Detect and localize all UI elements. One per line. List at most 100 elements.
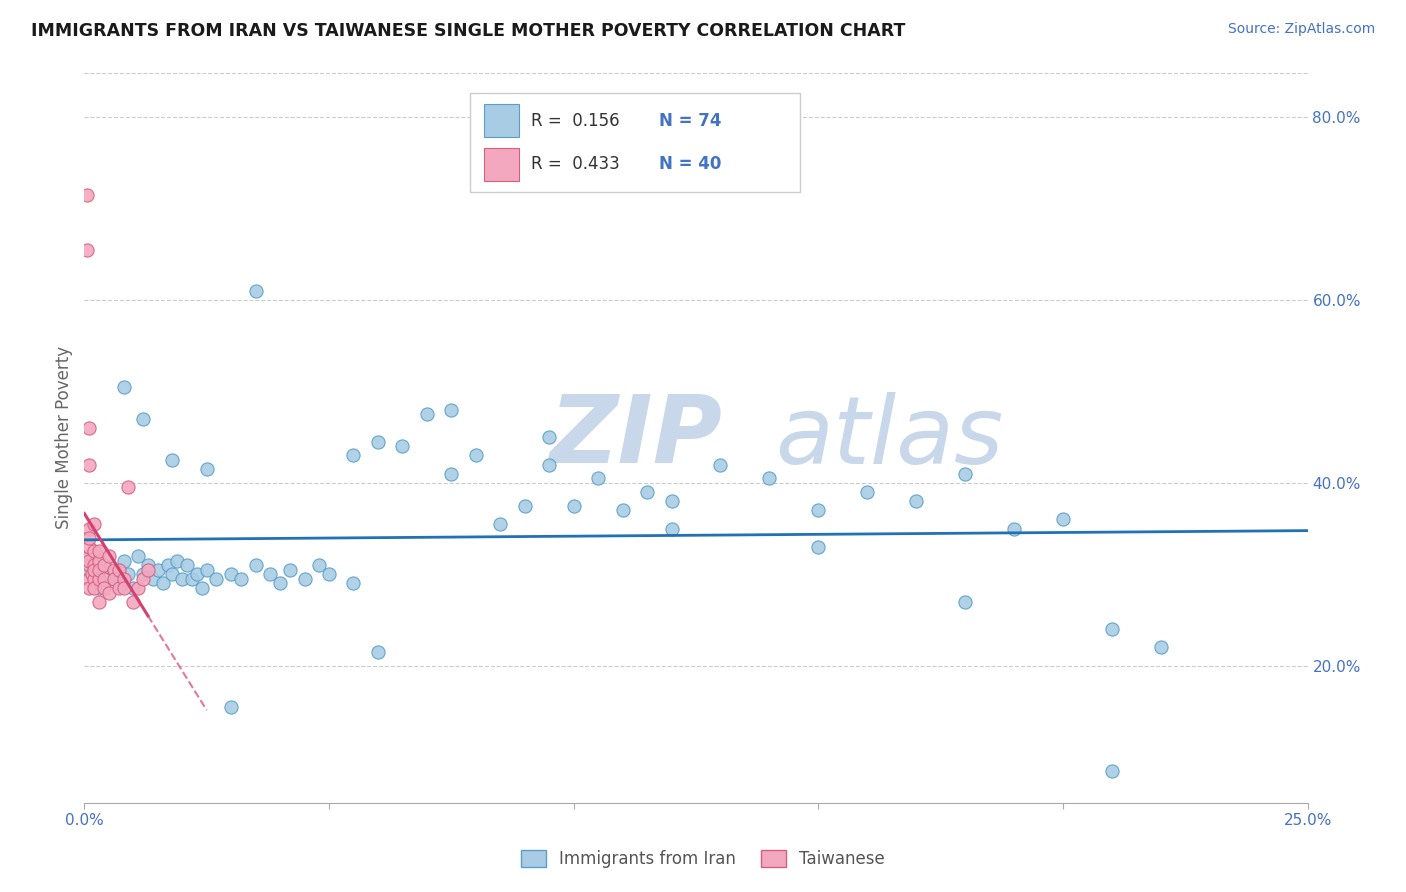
Point <box>538 430 561 444</box>
Text: Source: ZipAtlas.com: Source: ZipAtlas.com <box>1227 22 1375 37</box>
Point <box>142 572 165 586</box>
Point <box>181 572 204 586</box>
Point <box>127 549 149 563</box>
Point <box>103 572 125 586</box>
Point <box>269 576 291 591</box>
Point <box>191 581 214 595</box>
Point <box>219 699 242 714</box>
Point <box>103 567 125 582</box>
Point <box>1101 764 1123 778</box>
Point <box>195 462 218 476</box>
Point <box>245 558 267 573</box>
Point <box>219 567 242 582</box>
Point <box>856 485 879 500</box>
Point <box>132 412 155 426</box>
Point <box>132 567 155 582</box>
Text: N = 74: N = 74 <box>659 112 721 130</box>
Point <box>905 494 928 508</box>
Point <box>117 567 139 582</box>
Point <box>77 563 100 577</box>
Point <box>661 494 683 508</box>
Point <box>172 572 194 586</box>
Point <box>489 516 512 531</box>
Point <box>97 549 120 563</box>
Point <box>758 471 780 485</box>
Point <box>538 458 561 472</box>
Point <box>367 645 389 659</box>
Bar <box>484 104 519 137</box>
Point <box>93 558 115 573</box>
Point <box>122 594 145 608</box>
Text: atlas: atlas <box>776 392 1004 483</box>
Point <box>132 572 155 586</box>
Point <box>127 581 149 595</box>
Point <box>77 549 100 563</box>
Point <box>103 563 125 577</box>
Point <box>166 553 188 567</box>
Point <box>953 594 976 608</box>
Point <box>709 458 731 472</box>
Point <box>83 572 105 586</box>
Text: R =  0.156: R = 0.156 <box>531 112 620 130</box>
Point <box>342 576 364 591</box>
Point <box>107 576 129 591</box>
Point <box>1101 622 1123 636</box>
Point <box>83 516 105 531</box>
Point <box>294 572 316 586</box>
Point <box>97 585 120 599</box>
Point <box>83 558 105 573</box>
Point <box>176 558 198 573</box>
Point <box>612 503 634 517</box>
Text: R =  0.433: R = 0.433 <box>531 155 620 173</box>
Point <box>87 544 110 558</box>
Point <box>205 572 228 586</box>
Point <box>367 434 389 449</box>
Point <box>136 558 159 573</box>
Point <box>87 553 110 567</box>
Point <box>77 553 100 567</box>
Point <box>636 485 658 500</box>
Point <box>156 558 179 573</box>
Point <box>586 471 609 485</box>
Point <box>77 572 100 586</box>
Point <box>107 581 129 595</box>
Point <box>77 558 100 573</box>
Point <box>107 563 129 577</box>
Point <box>953 467 976 481</box>
Point <box>162 453 184 467</box>
FancyBboxPatch shape <box>470 94 800 192</box>
Point <box>76 243 98 257</box>
Point <box>308 558 330 573</box>
Point <box>245 284 267 298</box>
Point <box>77 540 100 554</box>
Point <box>391 439 413 453</box>
Point <box>146 563 169 577</box>
Point <box>77 458 100 472</box>
Point <box>122 581 145 595</box>
Point <box>93 581 115 595</box>
Point <box>112 553 135 567</box>
Bar <box>484 148 519 181</box>
Point <box>112 380 135 394</box>
Point <box>77 421 100 435</box>
Point <box>186 567 208 582</box>
Point <box>87 563 110 577</box>
Point <box>807 503 830 517</box>
Point <box>259 567 281 582</box>
Text: ZIP: ZIP <box>550 391 723 483</box>
Point <box>342 449 364 463</box>
Point <box>93 558 115 573</box>
Point <box>77 531 100 545</box>
Point <box>152 576 174 591</box>
Point <box>1150 640 1173 655</box>
Point <box>318 567 340 582</box>
Point <box>77 581 100 595</box>
Point <box>83 549 105 563</box>
Point <box>440 402 463 417</box>
Point <box>83 581 105 595</box>
Text: IMMIGRANTS FROM IRAN VS TAIWANESE SINGLE MOTHER POVERTY CORRELATION CHART: IMMIGRANTS FROM IRAN VS TAIWANESE SINGLE… <box>31 22 905 40</box>
Point <box>416 407 439 421</box>
Point <box>83 544 105 558</box>
Point <box>1052 512 1074 526</box>
Y-axis label: Single Mother Poverty: Single Mother Poverty <box>55 345 73 529</box>
